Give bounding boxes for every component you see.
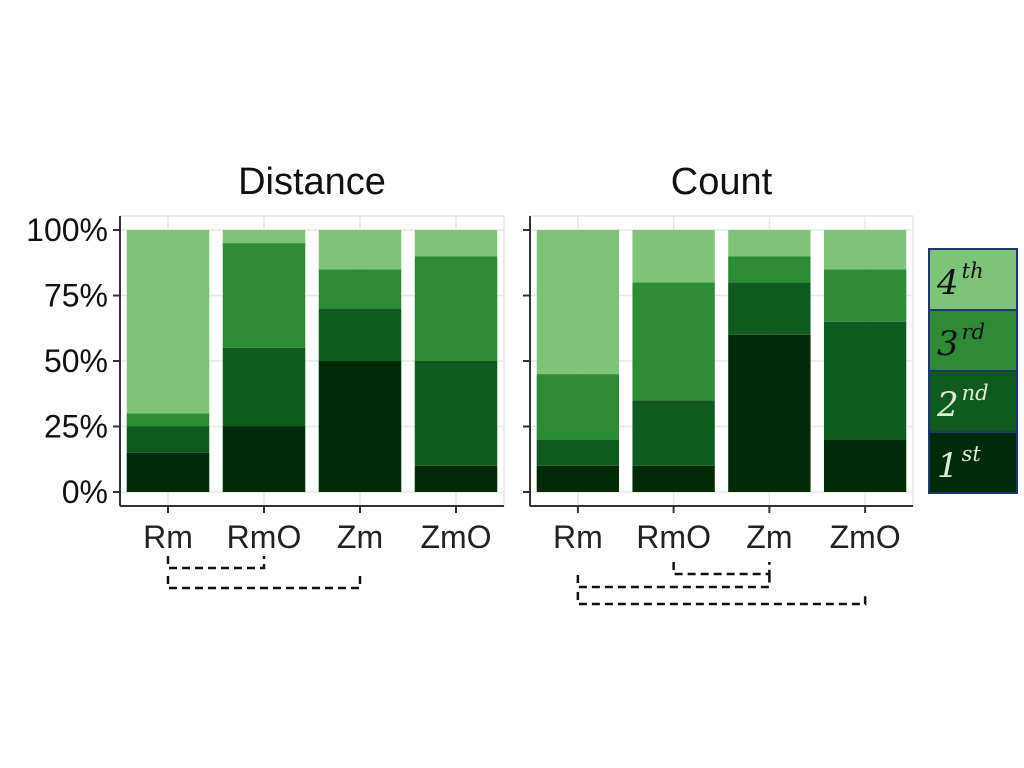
bar-segment-zmo-3rd [414, 256, 498, 361]
panel-distance: 0% 25% 50% 75% 100% Rm RmO Zm ZmO Distance [26, 161, 505, 590]
legend: 4 th 3 rd 2 nd 1 st [928, 248, 1018, 494]
bar-segment-zmo-2nd [414, 361, 498, 466]
significance-bracket-rm-zmo [576, 592, 867, 606]
bar-segment-rmo-2nd [632, 400, 715, 466]
bar-segment-rm-4th [536, 230, 620, 375]
significance-bracket-rmo-zm [672, 562, 771, 576]
bar-segment-rmo-3rd [222, 243, 306, 348]
bar-segment-zmo-1st [823, 439, 907, 492]
x-tick-label-rmo: RmO [636, 519, 711, 555]
bar-segment-zm-4th [318, 230, 402, 270]
y-tick-label: 75% [44, 278, 108, 314]
bar-segment-rm-4th [126, 230, 210, 414]
x-tick-label-rm: Rm [143, 519, 193, 555]
x-tick-label-zmo: ZmO [420, 519, 491, 555]
legend-swatch-4th [928, 248, 1018, 311]
bar-segment-rmo-3rd [632, 282, 715, 401]
significance-bracket-rm-zm [576, 575, 771, 589]
bar-segment-rmo-4th [632, 230, 715, 283]
bar-segment-rmo-2nd [222, 347, 306, 427]
y-tick-label: 100% [26, 212, 108, 248]
bar-segment-zmo-3rd [823, 269, 907, 322]
bar-segment-rmo-1st [222, 426, 306, 492]
panel-title-count: Count [671, 161, 773, 203]
bar-segment-zm-2nd [318, 308, 402, 361]
bar-segment-zm-1st [728, 334, 811, 492]
x-tick-label-rmo: RmO [227, 519, 302, 555]
bar-segment-rmo-4th [222, 230, 306, 244]
bar-segment-zmo-4th [414, 230, 498, 257]
bar-segment-zmo-2nd [823, 321, 907, 440]
significance-bracket-rm-rmo [166, 556, 266, 570]
bar-segment-rm-3rd [126, 413, 210, 427]
panel-title-distance: Distance [238, 161, 386, 203]
bar-segment-rm-2nd [126, 426, 210, 453]
bar-segment-rm-1st [126, 452, 210, 492]
bar-segment-rm-2nd [536, 439, 620, 466]
bar-segment-zm-2nd [728, 282, 811, 335]
x-tick-label-zm: Zm [337, 519, 383, 555]
bar-segment-zm-4th [728, 230, 811, 257]
bar-segment-rm-3rd [536, 374, 620, 440]
x-tick-label-zm: Zm [746, 519, 792, 555]
legend-swatch-1st [928, 431, 1018, 494]
bar-segment-zm-3rd [318, 269, 402, 309]
panel-count: Rm RmO Zm ZmO Count [523, 161, 914, 606]
y-tick-label: 50% [44, 343, 108, 379]
x-tick-label-zmo: ZmO [830, 519, 901, 555]
x-tick-label-rm: Rm [553, 519, 603, 555]
bar-segment-zmo-4th [823, 230, 907, 270]
bar-segment-zm-1st [318, 361, 402, 492]
bar-segment-rm-1st [536, 465, 620, 492]
bar-segment-zmo-1st [414, 465, 498, 492]
legend-swatch-3rd [928, 309, 1018, 372]
bar-segment-rmo-1st [632, 465, 715, 492]
significance-bracket-rm-zm [166, 576, 362, 590]
y-tick-label: 0% [62, 474, 108, 510]
y-tick-label: 25% [44, 409, 108, 445]
bar-segment-zm-3rd [728, 256, 811, 283]
